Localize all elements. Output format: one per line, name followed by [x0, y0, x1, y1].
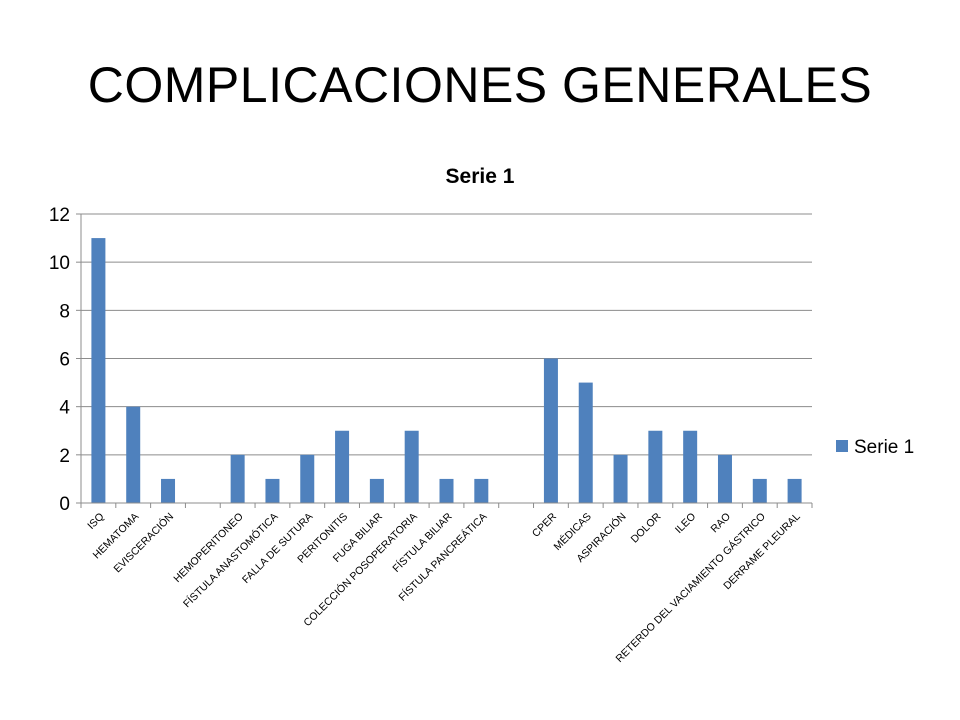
- x-axis: [80, 214, 813, 508]
- bar: [230, 454, 245, 503]
- bar: [404, 430, 419, 503]
- y-tick-label: 10: [49, 253, 70, 274]
- y-tick-label: 0: [59, 494, 70, 515]
- bar: [752, 478, 767, 503]
- legend-label: Serie 1: [854, 437, 914, 458]
- bar: [787, 478, 802, 503]
- y-tick-label: 8: [59, 301, 70, 322]
- bar: [717, 454, 732, 503]
- slide-title: COMPLICACIONES GENERALES: [87, 57, 873, 113]
- x-tick-label: ISQ: [85, 511, 106, 532]
- bar: [474, 478, 489, 503]
- bar: [578, 382, 593, 503]
- bar: [300, 454, 315, 503]
- gridlines: [81, 213, 812, 456]
- bar: [613, 454, 628, 503]
- legend: Serie 1: [836, 437, 914, 458]
- bar: [335, 430, 350, 503]
- bar: [126, 406, 141, 503]
- bars: [91, 238, 802, 504]
- bar: [265, 478, 280, 503]
- y-tick-label: 2: [59, 446, 70, 467]
- bar: [161, 478, 176, 503]
- legend-swatch: [836, 440, 848, 452]
- x-tick-label: RAO: [709, 511, 734, 536]
- x-tick-label: CPER: [530, 510, 559, 539]
- bar: [439, 478, 454, 503]
- bar: [543, 358, 558, 503]
- x-axis-labels: ISQHEMATOMAEVISCERACIÓNHEMOPERITONEOFÍST…: [85, 510, 803, 665]
- x-tick-label: FÍSTULA BILIAR: [390, 510, 455, 575]
- x-tick-label: DOLOR: [629, 510, 664, 545]
- y-tick-label: 6: [59, 350, 70, 371]
- y-tick-label: 4: [59, 398, 70, 419]
- y-tick-label: 12: [49, 205, 70, 226]
- x-tick-label: ILEO: [673, 511, 698, 536]
- chart-title: Serie 1: [446, 165, 515, 188]
- x-tick-label: EVISCERACIÓN: [111, 510, 176, 575]
- bar: [648, 430, 663, 503]
- y-axis-ticks: 0 2 4 6 8 10 12: [49, 205, 81, 515]
- bar: [683, 430, 698, 503]
- bar: [91, 238, 106, 504]
- bar: [369, 478, 384, 503]
